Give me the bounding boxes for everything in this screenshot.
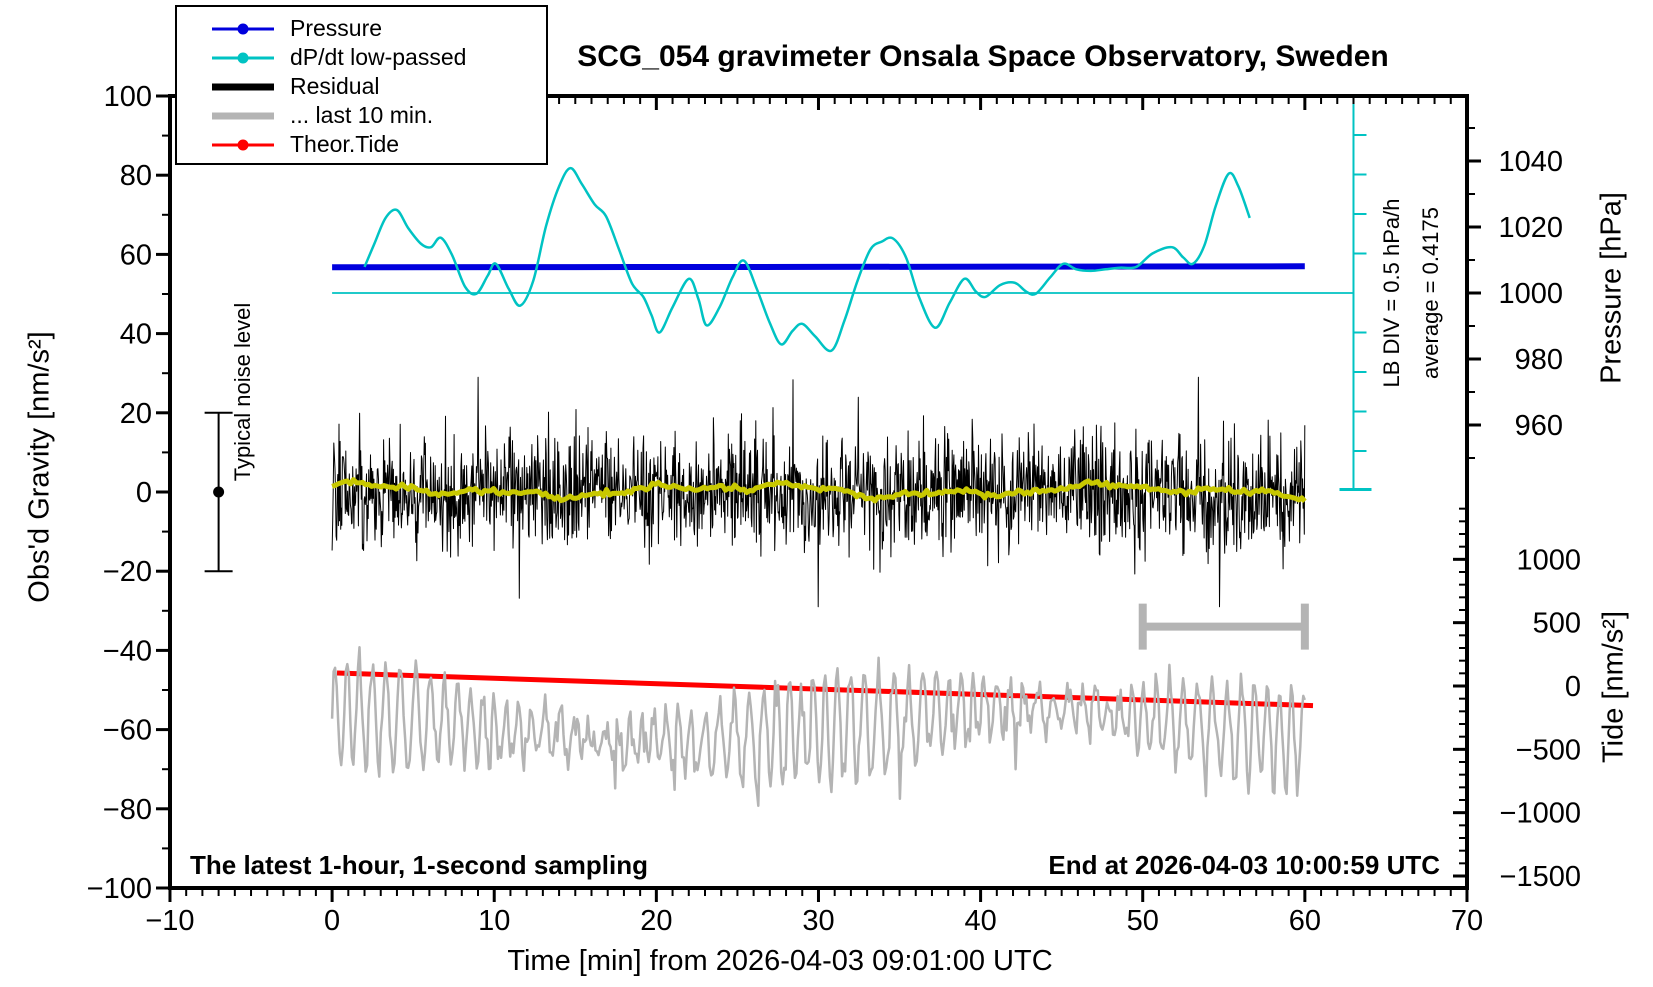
average-label: average = 0.4175 <box>1418 207 1443 379</box>
svg-text:500: 500 <box>1533 608 1581 640</box>
svg-text:−60: −60 <box>103 715 152 747</box>
tide-line-icon <box>212 139 274 151</box>
chart-title: SCG_054 gravimeter Onsala Space Observat… <box>577 40 1389 73</box>
legend-label: ... last 10 min. <box>290 102 434 128</box>
residual-bar-icon <box>212 81 274 93</box>
svg-text:60: 60 <box>120 239 152 271</box>
svg-text:100: 100 <box>104 81 152 113</box>
gravity-axis-title: Obs'd Gravity [nm/s²] <box>23 331 56 603</box>
legend-item-residual: Residual <box>177 72 546 101</box>
legend-label: Residual <box>290 73 380 99</box>
svg-text:1000: 1000 <box>1516 544 1581 576</box>
chart-legend: Pressure dP/dt low-passed Residual ... l… <box>175 5 548 165</box>
svg-text:1040: 1040 <box>1498 146 1563 178</box>
svg-text:20: 20 <box>640 905 672 937</box>
lb-div-label: LB DIV = 0.5 hPa/h <box>1379 198 1404 388</box>
svg-text:40: 40 <box>120 319 152 351</box>
end-time-note: End at 2026-04-03 10:00:59 UTC <box>1048 850 1440 880</box>
legend-item-tide: Theor.Tide <box>177 130 546 159</box>
svg-text:1020: 1020 <box>1498 212 1563 244</box>
dpdt-line-icon <box>212 52 274 64</box>
svg-text:70: 70 <box>1451 905 1483 937</box>
svg-text:−1000: −1000 <box>1500 798 1581 830</box>
legend-item-pressure: Pressure <box>177 14 546 43</box>
legend-label: Theor.Tide <box>290 131 400 157</box>
svg-text:40: 40 <box>964 905 996 937</box>
svg-text:−20: −20 <box>103 556 152 588</box>
legend-item-dpdt: dP/dt low-passed <box>177 43 546 72</box>
svg-text:80: 80 <box>120 160 152 192</box>
svg-text:10: 10 <box>478 905 510 937</box>
last10-bar-icon <box>212 110 274 122</box>
pressure-line-icon <box>212 23 274 35</box>
typical-noise-label: Typical noise level <box>230 302 255 482</box>
legend-item-last10: ... last 10 min. <box>177 101 546 130</box>
pressure-axis-title: Pressure [hPa] <box>1595 192 1628 384</box>
svg-text:60: 60 <box>1289 905 1321 937</box>
time-axis-title: Time [min] from 2026-04-03 09:01:00 UTC <box>507 945 1053 977</box>
svg-text:960: 960 <box>1515 410 1563 442</box>
svg-text:−1500: −1500 <box>1500 861 1581 893</box>
svg-text:−100: −100 <box>87 873 152 905</box>
svg-text:50: 50 <box>1127 905 1159 937</box>
svg-text:−500: −500 <box>1516 734 1581 766</box>
tide-axis-title: Tide [nm/s²] <box>1597 610 1630 764</box>
svg-text:−40: −40 <box>103 635 152 667</box>
svg-text:−80: −80 <box>103 794 152 826</box>
svg-text:0: 0 <box>136 477 152 509</box>
svg-text:0: 0 <box>1565 671 1581 703</box>
sampling-note: The latest 1-hour, 1-second sampling <box>190 850 648 880</box>
svg-text:−10: −10 <box>145 905 194 937</box>
svg-text:1000: 1000 <box>1498 278 1563 310</box>
svg-text:980: 980 <box>1515 344 1563 376</box>
legend-label: dP/dt low-passed <box>290 44 467 70</box>
svg-text:0: 0 <box>324 905 340 937</box>
legend-label: Pressure <box>290 15 383 41</box>
svg-text:20: 20 <box>120 398 152 430</box>
svg-text:30: 30 <box>802 905 834 937</box>
